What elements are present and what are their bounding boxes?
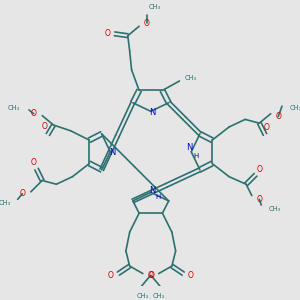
Text: CH₃: CH₃ — [153, 293, 165, 299]
Text: CH₃: CH₃ — [137, 293, 149, 299]
Text: N: N — [186, 142, 193, 152]
Text: O: O — [256, 195, 262, 204]
Text: O: O — [264, 123, 270, 132]
Text: O: O — [31, 158, 37, 167]
Text: CH₃: CH₃ — [0, 200, 11, 206]
Text: O: O — [275, 112, 281, 121]
Text: CH₃: CH₃ — [185, 75, 197, 81]
Text: O: O — [144, 19, 150, 28]
Text: O: O — [188, 271, 194, 280]
Text: O: O — [42, 122, 48, 131]
Text: N: N — [149, 108, 156, 117]
Text: O: O — [148, 271, 153, 280]
Text: N: N — [149, 186, 156, 195]
Text: O: O — [20, 189, 25, 198]
Text: CH₃: CH₃ — [268, 206, 280, 212]
Text: CH₃: CH₃ — [289, 105, 300, 111]
Text: O: O — [108, 271, 114, 280]
Text: O: O — [105, 29, 111, 38]
Text: O: O — [148, 271, 154, 280]
Text: O: O — [31, 109, 37, 118]
Text: O: O — [256, 165, 262, 174]
Text: CH₃: CH₃ — [8, 105, 20, 111]
Text: H: H — [194, 153, 199, 159]
Text: CH₃: CH₃ — [148, 4, 160, 10]
Text: H: H — [156, 194, 161, 200]
Text: N: N — [109, 148, 115, 157]
